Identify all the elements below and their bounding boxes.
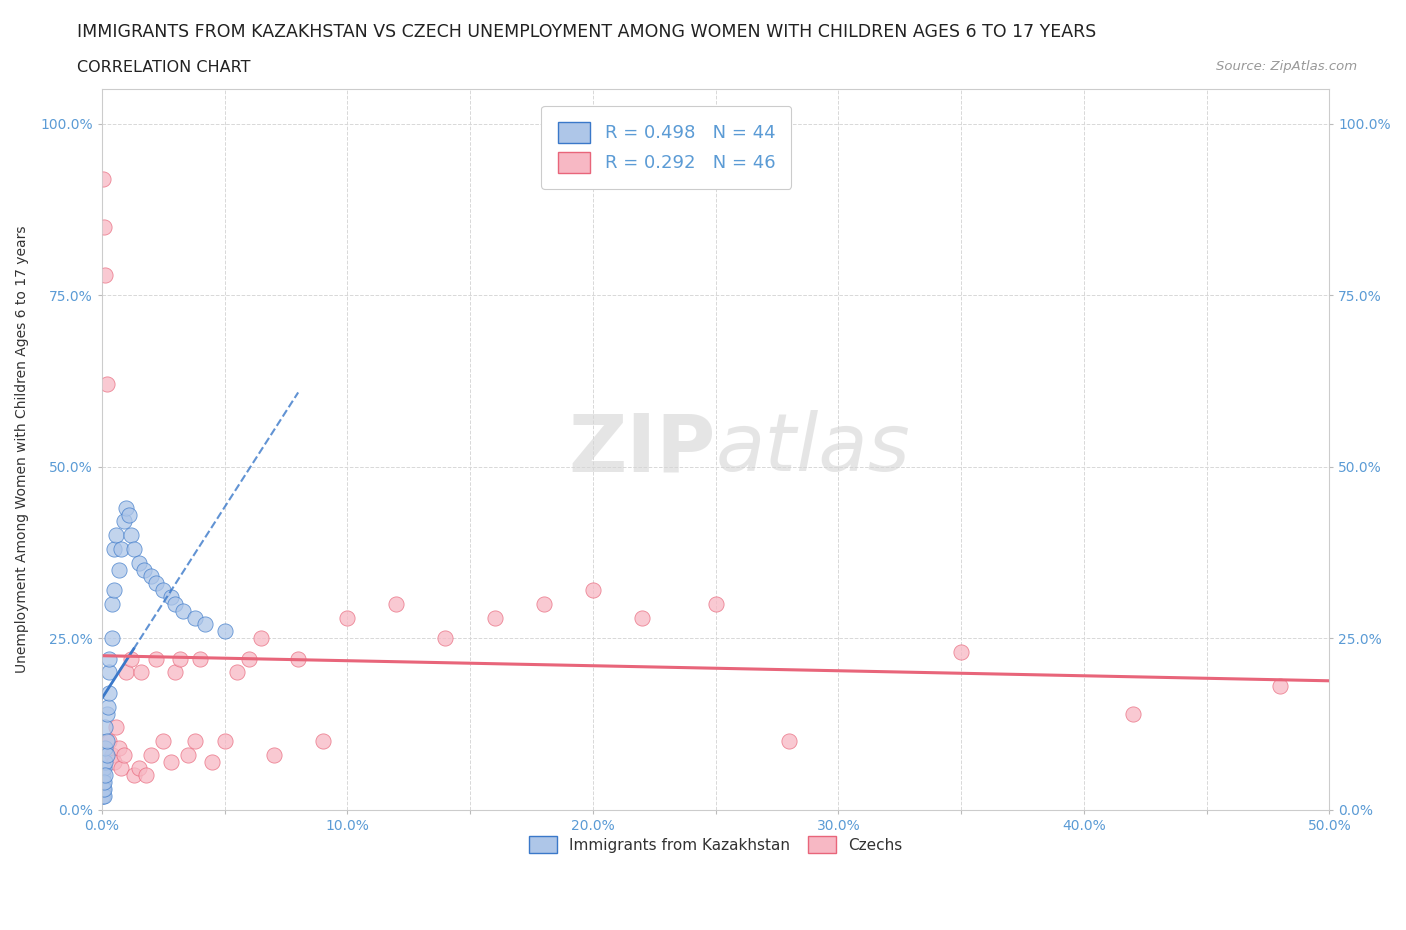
Point xyxy=(188,651,211,666)
Point xyxy=(112,747,135,762)
Point xyxy=(91,775,114,790)
Point xyxy=(128,761,150,776)
Point xyxy=(184,734,207,749)
Point xyxy=(778,734,800,749)
Point xyxy=(287,651,309,666)
Point xyxy=(108,740,131,755)
Point xyxy=(94,267,117,282)
Point xyxy=(336,610,359,625)
Point xyxy=(103,754,125,769)
Point xyxy=(98,734,121,749)
Point xyxy=(184,610,207,625)
Point xyxy=(139,569,162,584)
Point xyxy=(91,789,114,804)
Text: IMMIGRANTS FROM KAZAKHSTAN VS CZECH UNEMPLOYMENT AMONG WOMEN WITH CHILDREN AGES : IMMIGRANTS FROM KAZAKHSTAN VS CZECH UNEM… xyxy=(77,23,1097,41)
Point xyxy=(94,720,117,735)
Point xyxy=(139,747,162,762)
Point xyxy=(165,596,187,611)
Point xyxy=(103,582,125,597)
Point xyxy=(105,527,128,542)
Point xyxy=(98,651,121,666)
Point xyxy=(110,541,132,556)
Point xyxy=(91,789,114,804)
Point xyxy=(312,734,335,749)
Point xyxy=(165,665,187,680)
Point xyxy=(169,651,191,666)
Point xyxy=(93,761,115,776)
Point xyxy=(96,747,118,762)
Point xyxy=(159,590,181,604)
Point xyxy=(385,596,408,611)
Text: ZIP: ZIP xyxy=(568,410,716,488)
Point xyxy=(96,377,118,392)
Point xyxy=(91,781,114,796)
Legend: Immigrants from Kazakhstan, Czechs: Immigrants from Kazakhstan, Czechs xyxy=(523,830,908,859)
Point xyxy=(950,644,973,659)
Y-axis label: Unemployment Among Women with Children Ages 6 to 17 years: Unemployment Among Women with Children A… xyxy=(15,226,30,673)
Point xyxy=(100,631,122,645)
Point xyxy=(110,761,132,776)
Point xyxy=(172,604,194,618)
Point xyxy=(201,754,224,769)
Point xyxy=(484,610,506,625)
Point xyxy=(214,624,236,639)
Point xyxy=(103,541,125,556)
Point xyxy=(108,562,131,577)
Point xyxy=(128,555,150,570)
Point xyxy=(176,747,198,762)
Point xyxy=(122,541,145,556)
Point xyxy=(93,219,115,234)
Point xyxy=(159,754,181,769)
Point xyxy=(120,651,142,666)
Point xyxy=(250,631,273,645)
Point xyxy=(152,582,174,597)
Point xyxy=(93,781,115,796)
Point xyxy=(96,706,118,721)
Point xyxy=(98,665,121,680)
Point xyxy=(93,754,115,769)
Point xyxy=(135,768,157,783)
Point xyxy=(94,740,117,755)
Point xyxy=(1270,679,1292,694)
Point xyxy=(91,171,114,186)
Point xyxy=(132,562,155,577)
Point xyxy=(97,699,120,714)
Point xyxy=(94,768,117,783)
Text: Source: ZipAtlas.com: Source: ZipAtlas.com xyxy=(1216,60,1357,73)
Point xyxy=(98,685,121,700)
Point xyxy=(704,596,727,611)
Point xyxy=(194,617,217,631)
Point xyxy=(152,734,174,749)
Text: atlas: atlas xyxy=(716,410,910,488)
Point xyxy=(225,665,247,680)
Point xyxy=(533,596,555,611)
Point xyxy=(100,747,122,762)
Point xyxy=(96,734,118,749)
Point xyxy=(122,768,145,783)
Point xyxy=(93,768,115,783)
Point xyxy=(112,514,135,529)
Point xyxy=(263,747,285,762)
Point xyxy=(105,720,128,735)
Point xyxy=(91,781,114,796)
Point xyxy=(120,527,142,542)
Point xyxy=(93,789,115,804)
Point xyxy=(145,576,167,591)
Point xyxy=(118,507,141,522)
Point xyxy=(115,500,138,515)
Point xyxy=(129,665,152,680)
Point xyxy=(631,610,654,625)
Point xyxy=(115,665,138,680)
Point xyxy=(582,582,605,597)
Point xyxy=(100,596,122,611)
Point xyxy=(434,631,457,645)
Point xyxy=(93,775,115,790)
Point xyxy=(1122,706,1144,721)
Point xyxy=(214,734,236,749)
Text: CORRELATION CHART: CORRELATION CHART xyxy=(77,60,250,75)
Point xyxy=(145,651,167,666)
Point xyxy=(238,651,260,666)
